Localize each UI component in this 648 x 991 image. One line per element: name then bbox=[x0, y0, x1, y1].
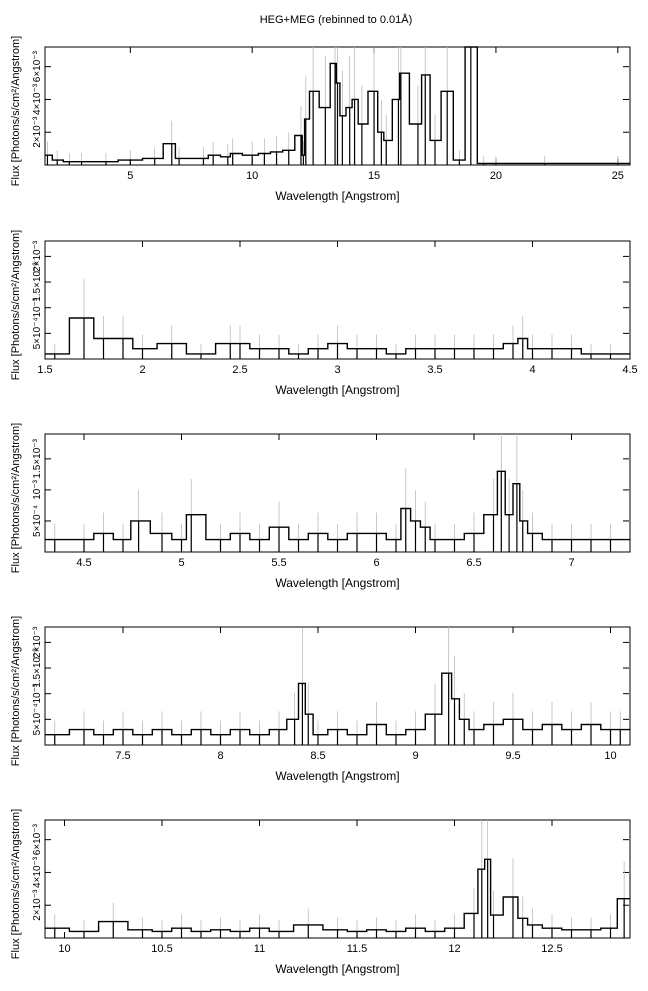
x-tick-label: 2 bbox=[139, 364, 145, 376]
y-tick-label: 10⁻³ bbox=[32, 297, 43, 317]
x-tick-label: 10.5 bbox=[151, 943, 172, 955]
y-tick-label: 6×10⁻³ bbox=[32, 823, 43, 855]
x-tick-label: 8 bbox=[217, 750, 223, 762]
x-tick-label: 5 bbox=[127, 170, 133, 182]
y-axis-label: Flux [Photons/s/cm²/Angstrom] bbox=[10, 423, 22, 573]
x-tick-label: 4.5 bbox=[76, 557, 91, 569]
y-axis-label: Flux [Photons/s/cm²/Angstrom] bbox=[10, 809, 22, 959]
x-tick-label: 9.5 bbox=[505, 750, 520, 762]
y-tick-label: 6×10⁻³ bbox=[32, 50, 43, 82]
x-tick-label: 20 bbox=[490, 170, 502, 182]
y-tick-label: 4×10⁻³ bbox=[32, 83, 43, 115]
x-tick-label: 15 bbox=[368, 170, 380, 182]
x-tick-label: 10 bbox=[58, 943, 70, 955]
y-tick-label: 2×10⁻³ bbox=[32, 116, 43, 148]
y-tick-label: 2×10⁻³ bbox=[32, 240, 43, 272]
x-tick-label: 7 bbox=[568, 557, 574, 569]
series-line bbox=[45, 46, 630, 165]
x-tick-label: 3.5 bbox=[427, 364, 442, 376]
x-axis-label: Wavelength [Angstrom] bbox=[275, 576, 399, 590]
chart-panel-4: 7.5 8 8.5 9 9.5 10 5×10⁻⁴10⁻³1.5×10⁻³2×10⁻³ Wav… bbox=[10, 616, 631, 783]
x-tick-label: 11 bbox=[254, 943, 265, 955]
x-tick-label: 5.5 bbox=[271, 557, 286, 569]
chart-panel-1: 5 10 15 20 25 2×10⁻³4×10⁻³6×10⁻³ Wavelength [A… bbox=[10, 36, 631, 203]
x-tick-label: 1.5 bbox=[37, 364, 52, 376]
x-tick-label: 11.5 bbox=[347, 943, 368, 955]
x-tick-label: 6 bbox=[373, 557, 379, 569]
y-tick-label: 10⁻³ bbox=[32, 479, 43, 499]
x-tick-label: 12 bbox=[448, 943, 460, 955]
x-tick-label: 6.5 bbox=[466, 557, 481, 569]
y-tick-label: 2×10⁻³ bbox=[32, 889, 43, 921]
x-tick-label: 25 bbox=[612, 170, 624, 182]
y-tick-label: 5×10⁻⁴ bbox=[32, 505, 43, 537]
figure-title: HEG+MEG (rebinned to 0.01Å) bbox=[260, 13, 413, 26]
chart-panel-5: 10 10.5 11 11.5 12 12.5 2×10⁻³4×10⁻³6×10⁻³ Wave… bbox=[10, 809, 631, 976]
y-axis-label: Flux [Photons/s/cm²/Angstrom] bbox=[10, 36, 22, 186]
series-line bbox=[45, 672, 630, 736]
x-tick-label: 4 bbox=[529, 364, 535, 376]
x-tick-label: 10 bbox=[604, 750, 616, 762]
chart-panel-3: 4.5 5 5.5 6 6.5 7 5×10⁻⁴ 10⁻³1.5×10⁻³ Wavelength… bbox=[10, 423, 631, 590]
x-tick-label: 10 bbox=[246, 170, 258, 182]
y-axis-label: Flux [Photons/s/cm²/Angstrom] bbox=[10, 230, 22, 380]
x-tick-label: 2.5 bbox=[232, 364, 247, 376]
series-line bbox=[45, 317, 630, 355]
y-tick-label: 5×10⁻⁴ bbox=[32, 703, 43, 735]
x-axis-label: Wavelength [Angstrom] bbox=[275, 383, 399, 397]
x-axis-label: Wavelength [Angstrom] bbox=[275, 962, 399, 976]
series-line bbox=[45, 858, 630, 933]
x-tick-label: 8.5 bbox=[310, 750, 325, 762]
y-tick-label: 1.5×10⁻³ bbox=[32, 438, 43, 478]
x-tick-label: 7.5 bbox=[115, 750, 130, 762]
x-axis-label: Wavelength [Angstrom] bbox=[275, 769, 399, 783]
y-tick-label: 4×10⁻³ bbox=[32, 856, 43, 888]
chart-panel-2: 1.5 2 2.5 3 3.5 4 4.5 5×10⁻⁴10⁻³1.5×10⁻³2×10⁻³ W… bbox=[10, 230, 638, 397]
x-tick-label: 4.5 bbox=[622, 364, 637, 376]
y-tick-label: 2×10⁻³ bbox=[32, 626, 43, 658]
y-tick-label: 1.5×10⁻³ bbox=[32, 262, 43, 302]
x-tick-label: 5 bbox=[178, 557, 184, 569]
y-tick-label: 1.5×10⁻³ bbox=[32, 648, 43, 688]
y-tick-label: 5×10⁻⁴ bbox=[32, 317, 43, 349]
x-tick-label: 9 bbox=[412, 750, 418, 762]
x-tick-label: 3 bbox=[334, 364, 340, 376]
x-tick-label: 12.5 bbox=[541, 943, 562, 955]
x-axis-label: Wavelength [Angstrom] bbox=[275, 189, 399, 203]
y-tick-label: 10⁻³ bbox=[32, 683, 43, 703]
y-axis-label: Flux [Photons/s/cm²/Angstrom] bbox=[10, 616, 22, 766]
